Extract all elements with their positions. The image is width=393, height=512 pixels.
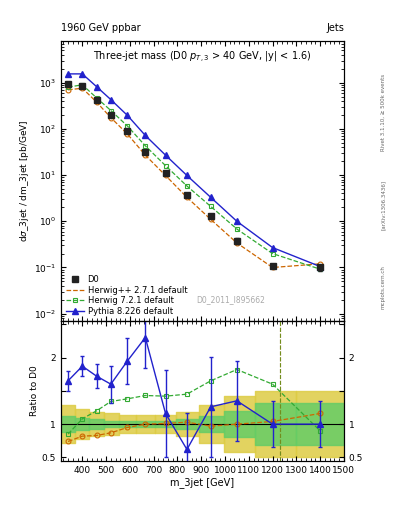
Legend: D0, Herwig++ 2.7.1 default, Herwig 7.2.1 default, Pythia 8.226 default: D0, Herwig++ 2.7.1 default, Herwig 7.2.1… [62, 271, 191, 319]
X-axis label: m_3jet [GeV]: m_3jet [GeV] [170, 477, 235, 488]
Herwig++ 2.7.1 default [270, 264, 275, 270]
Y-axis label: Ratio to D0: Ratio to D0 [30, 366, 39, 416]
Text: Rivet 3.1.10, ≥ 500k events: Rivet 3.1.10, ≥ 500k events [381, 74, 386, 151]
Text: Jets: Jets [326, 23, 344, 33]
Herwig++ 2.7.1 default [66, 87, 70, 93]
Y-axis label: d$\sigma$_3jet / dm_3jet [pb/GeV]: d$\sigma$_3jet / dm_3jet [pb/GeV] [18, 120, 31, 242]
Herwig++ 2.7.1 default [143, 152, 148, 158]
Text: mcplots.cern.ch: mcplots.cern.ch [381, 265, 386, 309]
Herwig++ 2.7.1 default [94, 99, 99, 105]
Text: D0_2011_I895662: D0_2011_I895662 [196, 295, 265, 304]
Herwig++ 2.7.1 default [163, 173, 168, 179]
Text: [arXiv:1306.3436]: [arXiv:1306.3436] [381, 180, 386, 230]
Line: Herwig++ 2.7.1 default: Herwig++ 2.7.1 default [68, 88, 320, 267]
Herwig++ 2.7.1 default [208, 216, 213, 222]
Text: 1960 GeV ppbar: 1960 GeV ppbar [61, 23, 141, 33]
Herwig++ 2.7.1 default [185, 194, 189, 200]
Herwig++ 2.7.1 default [125, 131, 130, 137]
Herwig++ 2.7.1 default [235, 240, 239, 246]
Herwig++ 2.7.1 default [80, 85, 84, 91]
Text: Three-jet mass (D0 $p_{T,3}$ > 40 GeV, |y| < 1.6): Three-jet mass (D0 $p_{T,3}$ > 40 GeV, |… [93, 49, 312, 64]
Herwig++ 2.7.1 default [108, 115, 113, 121]
Herwig++ 2.7.1 default [318, 261, 322, 267]
